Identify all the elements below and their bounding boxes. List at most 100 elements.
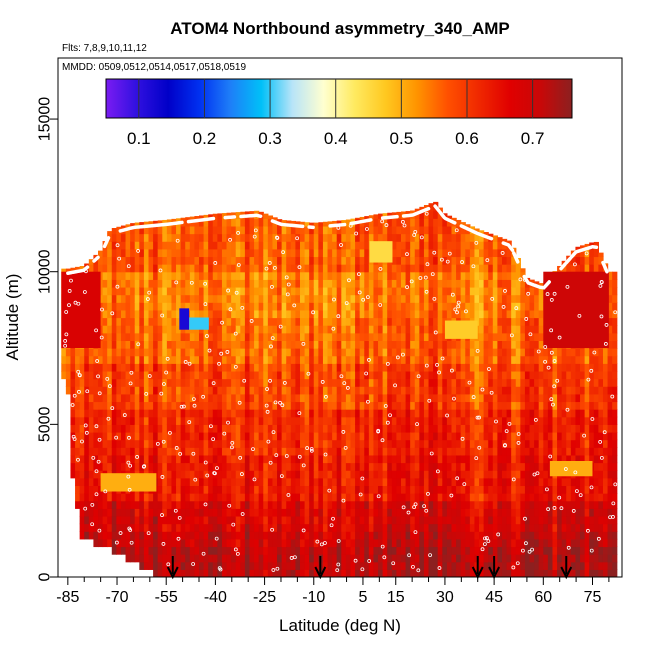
heatmap-cell	[79, 409, 85, 418]
heatmap-cell	[506, 286, 512, 296]
heatmap-cell	[538, 515, 544, 525]
heatmap-cell	[157, 447, 163, 456]
heatmap-cell	[359, 248, 365, 258]
heatmap-cell	[258, 431, 264, 441]
heatmap-cell	[157, 470, 163, 479]
heatmap-cell	[414, 538, 420, 548]
heatmap-cell	[410, 409, 416, 418]
heatmap-cell	[433, 279, 439, 288]
heatmap-cell	[479, 401, 485, 410]
heatmap-cell	[286, 409, 292, 418]
heatmap-cell	[506, 348, 512, 357]
heatmap-cell	[185, 241, 191, 250]
heatmap-cell	[157, 554, 163, 563]
heatmap-cell	[208, 500, 214, 509]
heatmap-cell	[299, 554, 306, 563]
heatmap-cell	[98, 454, 104, 464]
heatmap-cell	[492, 454, 498, 464]
heatmap-cell	[102, 348, 108, 357]
heatmap-cell	[336, 393, 342, 403]
heatmap-cell	[199, 447, 205, 456]
heatmap-cell	[98, 477, 104, 487]
heatmap-cell	[171, 538, 177, 548]
heatmap-cell	[189, 271, 196, 280]
heatmap-cell	[221, 271, 228, 280]
heatmap-cell	[423, 317, 430, 326]
heatmap-cell	[456, 241, 462, 250]
heatmap-cell	[244, 409, 251, 418]
heatmap-cell	[102, 309, 108, 319]
heatmap-cell	[488, 447, 494, 456]
heatmap-cell	[547, 447, 554, 456]
heatmap-cell	[410, 416, 416, 425]
heatmap-cell	[148, 256, 154, 265]
heatmap-cell	[240, 515, 246, 525]
heatmap-cell	[84, 348, 90, 357]
heatmap-cell	[309, 378, 315, 387]
heatmap-cell	[378, 309, 384, 319]
heatmap-cell	[162, 561, 168, 570]
heatmap-cell	[547, 378, 554, 387]
heatmap-cell	[529, 462, 535, 471]
heatmap-cell	[249, 218, 255, 227]
heatmap-cell	[61, 355, 67, 364]
heatmap-cell	[442, 256, 448, 265]
heatmap-cell	[254, 378, 260, 387]
heatmap-cell	[148, 447, 154, 456]
heatmap-cell	[355, 248, 361, 258]
heatmap-cell	[414, 561, 420, 570]
heatmap-cell	[221, 340, 228, 349]
heatmap-cell	[212, 225, 218, 235]
heatmap-cell	[277, 340, 283, 349]
heatmap-cell	[341, 424, 347, 433]
heatmap-cell	[547, 401, 554, 410]
heatmap-cell	[456, 454, 462, 464]
heatmap-cell	[465, 294, 471, 303]
heatmap-cell	[405, 363, 411, 372]
heatmap-cell	[111, 424, 117, 433]
heatmap-cell	[281, 355, 287, 364]
heatmap-cell	[469, 424, 476, 433]
heatmap-cell	[511, 340, 517, 349]
heatmap-cell	[139, 256, 145, 265]
heatmap-cell	[488, 302, 494, 311]
heatmap-cell	[497, 462, 503, 471]
heatmap-cell	[143, 279, 150, 288]
heatmap-cell	[277, 538, 283, 548]
heatmap-cell	[189, 355, 196, 364]
heatmap-cell	[153, 348, 159, 357]
heatmap-cell	[465, 401, 471, 410]
heatmap-cell	[299, 225, 306, 235]
heatmap-cell	[428, 225, 434, 235]
heatmap-cell	[396, 462, 402, 471]
heatmap-cell	[217, 264, 223, 273]
heatmap-cell	[524, 378, 531, 387]
heatmap-cell	[414, 531, 420, 540]
heatmap-cell	[75, 409, 81, 418]
heatmap-cell	[410, 477, 416, 487]
heatmap-cell	[203, 454, 209, 464]
heatmap-cell	[396, 447, 402, 456]
heatmap-cell	[290, 370, 297, 380]
heatmap-cell	[199, 477, 205, 487]
heatmap-cell	[469, 538, 476, 548]
heatmap-cell	[299, 454, 306, 464]
heatmap-cell	[281, 325, 287, 334]
heatmap-cell	[520, 554, 526, 563]
heatmap-cell	[345, 317, 352, 326]
heatmap-cell	[235, 523, 241, 532]
heatmap-cell	[469, 493, 476, 502]
heatmap-cell	[254, 569, 260, 577]
heatmap-cell	[231, 477, 237, 487]
heatmap-cell	[437, 439, 443, 448]
heatmap-cell	[534, 500, 540, 509]
heatmap-cell	[469, 233, 476, 242]
heatmap-cell	[400, 485, 407, 494]
heatmap-cell	[75, 401, 81, 410]
heatmap-cell	[143, 431, 150, 441]
heatmap-cell	[501, 386, 508, 395]
heatmap-cell	[400, 386, 407, 395]
heatmap-cell	[400, 370, 407, 380]
heatmap-cell	[378, 500, 384, 509]
heatmap-cell	[249, 485, 255, 494]
